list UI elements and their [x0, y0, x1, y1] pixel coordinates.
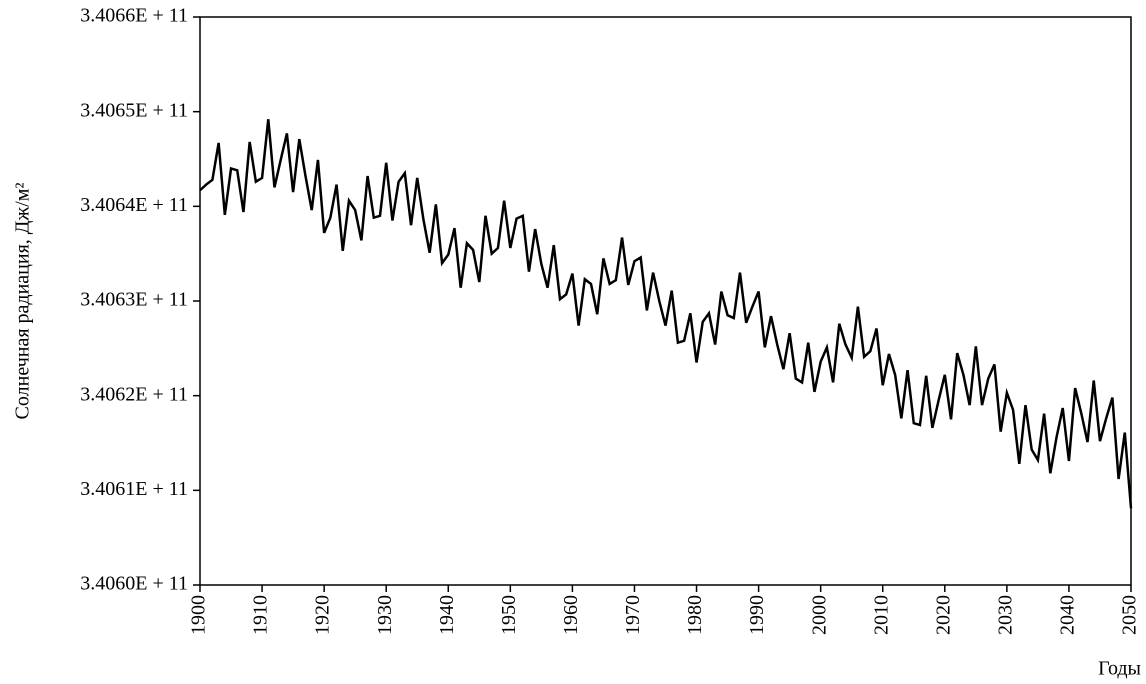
- x-tick-label: 1920: [312, 595, 334, 635]
- x-tick-label: 1910: [250, 595, 272, 635]
- x-axis-label: Годы: [1098, 658, 1141, 680]
- x-tick-label: 2050: [1119, 595, 1141, 635]
- x-tick-label: 1940: [436, 595, 458, 635]
- x-tick-label: 2010: [870, 595, 892, 635]
- y-axis-label: Солнечная радиация, Дж/м²: [12, 183, 34, 420]
- y-tick-label: 3.4062E + 11: [80, 383, 188, 405]
- y-tick-label: 3.4066E + 11: [80, 5, 188, 27]
- x-tick-label: 1990: [746, 595, 768, 635]
- x-tick-label: 1960: [560, 595, 582, 635]
- x-tick-label: 1930: [374, 595, 396, 635]
- x-tick-label: 2000: [808, 595, 830, 635]
- plot-frame: [199, 16, 1132, 586]
- x-tick-label: 2030: [994, 595, 1016, 635]
- line: [199, 119, 1133, 509]
- x-tick-label: 2020: [932, 595, 954, 635]
- x-tick-label: 2040: [1057, 595, 1079, 635]
- y-tick-label: 3.4061E + 11: [80, 478, 188, 500]
- x-tick-label: 1970: [622, 595, 644, 635]
- y-tick-label: 3.4060E + 11: [80, 573, 188, 595]
- y-tick-label: 3.4063E + 11: [80, 289, 188, 311]
- x-tick-label: 1980: [684, 595, 706, 635]
- x-tick-label: 1900: [188, 595, 210, 635]
- y-tick-label: 3.4065E + 11: [80, 99, 188, 121]
- y-tick-label: 3.4064E + 11: [80, 194, 188, 216]
- x-tick-label: 1950: [498, 595, 520, 635]
